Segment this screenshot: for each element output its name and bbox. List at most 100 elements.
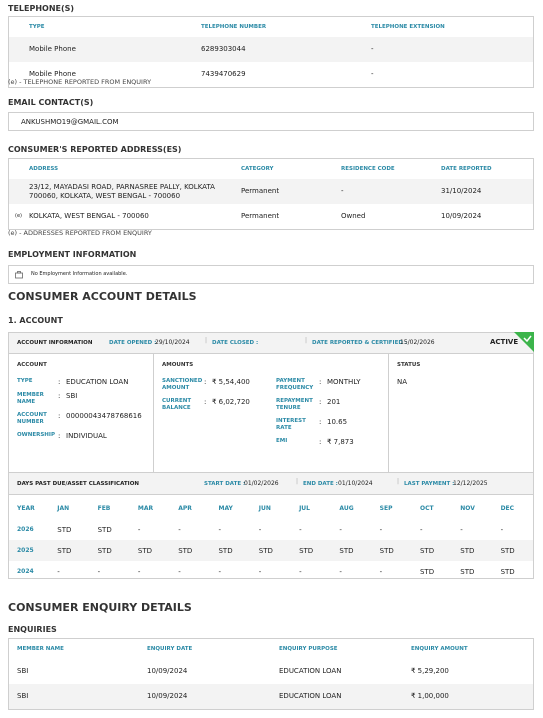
header-row: MEMBER NAME ENQUIRY DATE ENQUIRY PURPOSE EN…: [9, 639, 533, 659]
cell: -: [137, 525, 141, 534]
cell: -: [258, 525, 262, 534]
heading: CONSUMER ENQUIRY DETAILS: [8, 601, 192, 614]
column-header: ENQUIRY DATE: [147, 646, 193, 652]
cell: -: [379, 567, 383, 576]
divider: |: [305, 337, 308, 344]
cell-text: KOLKATA, WEST BENGAL - 700060: [29, 212, 149, 220]
cell-text: 7439470629: [201, 70, 246, 78]
cell: Owned: [341, 204, 441, 229]
cell-text: Permanent: [241, 212, 280, 220]
cell-text: SBI: [17, 667, 29, 675]
cell: Permanent: [241, 179, 341, 204]
column-header: ADDRESS: [29, 166, 59, 172]
row: 23/12, MAYADASI ROAD, PARNASREE PALLY, K…: [9, 179, 533, 204]
cell: SBI: [9, 684, 147, 709]
field-label: CURRENT BALANCE: [162, 398, 192, 411]
field-label: TYPE: [17, 378, 33, 384]
label: DAYS PAST DUE/ASSET CLASSIFICATION: [17, 481, 139, 487]
cell: -: [379, 525, 383, 534]
email: ANKUSHMO19@GMAIL.COM: [21, 118, 119, 126]
cell: -: [57, 567, 60, 576]
cell: -: [339, 567, 342, 576]
divider: |: [205, 337, 208, 344]
cell: EDUCATION LOAN: [279, 684, 411, 709]
cell-text: SBI: [17, 692, 29, 700]
section-title: EMAIL CONTACT(S): [8, 98, 94, 107]
cell-text: 23/12, MAYADASI ROAD, PARNASREE PALLY, K…: [29, 182, 215, 200]
row: Mobile Phone 7439470629 -: [9, 62, 533, 87]
column-header: ENQUIRY PURPOSE: [279, 646, 338, 652]
cell: STD: [250, 540, 292, 561]
cell: ₹ 5,29,200: [411, 659, 533, 684]
column: SANCTIONED AMOUNT: ₹ 5,54,400 CURRENT BALA…: [162, 378, 276, 452]
field-label: ACCOUNT NUMBER: [17, 412, 47, 425]
cell: Mobile Phone: [9, 62, 201, 87]
cell: -: [178, 567, 181, 576]
cell: (e) KOLKATA, WEST BENGAL - 700060: [9, 204, 241, 229]
note: (e) - ADDRESSES REPORTED FROM ENQUIRY: [8, 229, 152, 237]
account-panels: ACCOUNT TYPE: EDUCATION LOAN MEMBER NAME: SB…: [9, 354, 533, 473]
cell: -: [371, 62, 533, 87]
column-header: DATE REPORTED: [441, 166, 492, 172]
label: DATE OPENED :: [109, 340, 157, 346]
subheading: ENQUIRIES: [8, 625, 57, 634]
column-header: MAY: [218, 504, 233, 512]
address-table: ADDRESS CATEGORY RESIDENCE CODE DATE REPORT…: [8, 158, 534, 230]
cell: STD: [411, 540, 453, 561]
dpd-header: DAYS PAST DUE/ASSET CLASSIFICATION START…: [9, 473, 533, 495]
cell: STD: [97, 525, 112, 534]
cell-text: EDUCATION LOAN: [279, 667, 342, 675]
enquiry-table: MEMBER NAME ENQUIRY DATE ENQUIRY PURPOSE EN…: [8, 638, 534, 710]
label: DATE CLOSED :: [212, 340, 259, 346]
label: END DATE :: [303, 481, 338, 487]
separator: :: [58, 412, 61, 420]
column-header: OCT: [419, 504, 434, 512]
cell: STD: [452, 540, 493, 561]
divider: |: [397, 478, 400, 485]
field-label: EMI: [276, 438, 288, 444]
column-header: TELEPHONE NUMBER: [201, 24, 267, 30]
separator: :: [58, 432, 61, 440]
cell: STD: [170, 540, 211, 561]
cell: 10/09/2024: [147, 659, 279, 684]
column-header: MEMBER NAME: [17, 646, 64, 652]
value: 01/10/2024: [338, 480, 373, 487]
heading: CONSUMER ACCOUNT DETAILS: [8, 290, 197, 303]
cell-text: Owned: [341, 212, 366, 220]
cell: -: [339, 525, 342, 534]
account-header: ACCOUNT INFORMATION DATE OPENED : 29/10/…: [9, 332, 534, 354]
cell: STD: [419, 567, 435, 576]
field-label: SANCTIONED AMOUNT: [162, 378, 203, 391]
field: REPAYMENT TENURE:201: [276, 398, 361, 412]
cell: -: [178, 525, 181, 534]
cell: Mobile Phone: [9, 37, 201, 62]
field-value: EDUCATION LOAN: [66, 378, 129, 386]
panel-title: STATUS: [397, 362, 421, 368]
subheading: 1. ACCOUNT: [8, 316, 63, 325]
divider: |: [296, 478, 299, 485]
employment-box: No Employment Information available.: [8, 265, 534, 284]
column: PAYMENT FREQUENCY: MONTHLY REPAYMENT TENUR…: [276, 378, 361, 452]
value: 15/02/2026: [400, 339, 435, 346]
column-header: APR: [178, 504, 192, 512]
cell: -: [97, 567, 101, 576]
cell: STD: [460, 567, 475, 576]
label: LAST PAYMENT :: [404, 481, 455, 487]
cell: -: [218, 525, 222, 534]
column-header: MAR: [137, 504, 154, 512]
field-value: ₹ 7,873: [327, 438, 354, 446]
field-value: 10.65: [327, 418, 348, 426]
cell: -: [218, 567, 222, 576]
field-label: PAYMENT FREQUENCY: [276, 378, 314, 391]
cell-text: ₹ 5,29,200: [411, 667, 449, 675]
field-value: INDIVIDUAL: [66, 432, 107, 440]
cell: STD: [210, 540, 251, 561]
panel: ACCOUNT TYPE: EDUCATION LOAN MEMBER NAME: SB…: [9, 354, 154, 472]
phone-table: TYPE TELEPHONE NUMBER TELEPHONE EXTENSION M…: [8, 16, 534, 88]
cell-text: 6289303044: [201, 45, 246, 53]
field: PAYMENT FREQUENCY: MONTHLY: [276, 378, 361, 392]
cell: STD: [500, 567, 515, 576]
year: 2025: [9, 540, 50, 561]
cell: STD: [57, 525, 72, 534]
